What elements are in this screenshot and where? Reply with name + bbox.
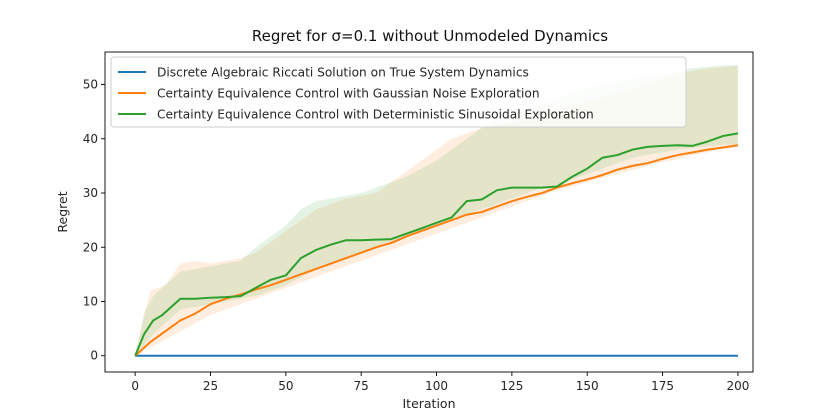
x-tick-label: 75 — [354, 379, 369, 393]
legend: Discrete Algebraic Riccati Solution on T… — [110, 56, 687, 128]
y-axis-ticks: 0 10 20 30 40 50 — [83, 78, 105, 363]
x-tick-label: 200 — [726, 379, 749, 393]
chart-title: Regret for σ=0.1 without Unmodeled Dynam… — [252, 27, 608, 45]
series-lines — [134, 132, 739, 357]
x-axis-label: Iteration — [402, 396, 455, 411]
y-tick-label: 0 — [90, 349, 98, 363]
x-tick-label: 50 — [278, 379, 293, 393]
y-tick-label: 40 — [83, 132, 98, 146]
x-tick-label: 175 — [651, 379, 674, 393]
legend-label-1: Certainty Equivalence Control with Gauss… — [157, 87, 540, 101]
series-2-line — [134, 132, 739, 357]
series-2-band — [135, 65, 738, 356]
x-tick-label: 0 — [131, 379, 139, 393]
y-tick-label: 20 — [83, 240, 98, 254]
y-tick-label: 10 — [83, 294, 98, 308]
x-tick-label: 25 — [203, 379, 218, 393]
y-tick-label: 50 — [83, 78, 98, 92]
plot-area — [104, 51, 754, 373]
legend-box — [110, 56, 687, 128]
x-tick-label: 150 — [576, 379, 599, 393]
legend-label-2: Certainty Equivalence Control with Deter… — [157, 108, 594, 122]
x-axis-ticks: 0 25 50 75 100 125 150 175 200 — [131, 372, 749, 393]
y-axis-label: Regret — [55, 191, 70, 232]
y-tick-label: 30 — [83, 186, 98, 200]
series-1-band — [135, 65, 738, 356]
x-tick-label: 100 — [425, 379, 448, 393]
confidence-bands — [135, 65, 738, 356]
legend-label-0: Discrete Algebraic Riccati Solution on T… — [157, 66, 529, 80]
x-tick-label: 125 — [500, 379, 523, 393]
